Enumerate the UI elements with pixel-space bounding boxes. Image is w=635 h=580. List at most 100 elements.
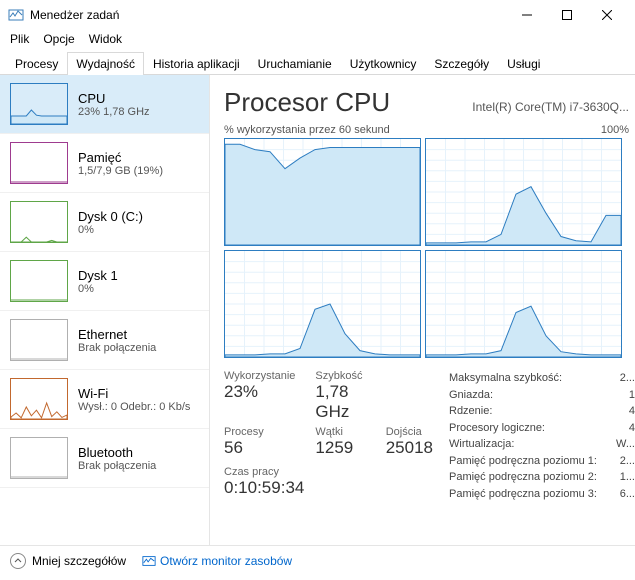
stat-row: Gniazda: 1 bbox=[449, 387, 635, 404]
stat-val: 4 bbox=[629, 420, 635, 437]
sidebar-item-title: Dysk 1 bbox=[78, 268, 118, 283]
sidebar-item-pami-[interactable]: Pamięć1,5/7,9 GB (19%) bbox=[0, 134, 209, 193]
threads-value: 1259 bbox=[315, 438, 365, 458]
maximize-button[interactable] bbox=[547, 1, 587, 29]
sidebar-thumb bbox=[10, 83, 68, 125]
tab-procesy[interactable]: Procesy bbox=[6, 52, 67, 75]
menu-options[interactable]: Opcje bbox=[43, 32, 74, 46]
titlebar: Menedżer zadań bbox=[0, 0, 635, 30]
stat-row: Rdzenie: 4 bbox=[449, 403, 635, 420]
sidebar-item-title: Ethernet bbox=[78, 327, 156, 342]
stat-key: Wirtualizacja: bbox=[449, 436, 514, 453]
sidebar: CPU23% 1,78 GHzPamięć1,5/7,9 GB (19%)Dys… bbox=[0, 75, 210, 545]
sidebar-item-title: Dysk 0 (C:) bbox=[78, 209, 143, 224]
speed-label: Szybkość bbox=[315, 370, 365, 382]
stat-key: Procesory logiczne: bbox=[449, 420, 545, 437]
sidebar-thumb bbox=[10, 437, 68, 479]
chart-caption: % wykorzystania przez 60 sekund bbox=[224, 124, 390, 136]
main-panel: Procesor CPU Intel(R) Core(TM) i7-3630Q.… bbox=[210, 75, 635, 545]
chart-max-label: 100% bbox=[601, 124, 629, 136]
stat-key: Pamięć podręczna poziomu 2: bbox=[449, 469, 597, 486]
resource-monitor-link[interactable]: Otwórz monitor zasobów bbox=[142, 554, 292, 568]
sidebar-thumb bbox=[10, 142, 68, 184]
fewer-details-button[interactable]: Mniej szczegółów bbox=[10, 553, 126, 569]
tab-historia-aplikacji[interactable]: Historia aplikacji bbox=[144, 52, 249, 75]
uptime-value: 0:10:59:34 bbox=[224, 478, 433, 498]
stat-key: Rdzenie: bbox=[449, 403, 492, 420]
tab-usługi[interactable]: Usługi bbox=[498, 52, 549, 75]
menu-view[interactable]: Widok bbox=[89, 32, 122, 46]
stat-key: Gniazda: bbox=[449, 387, 493, 404]
minimize-button[interactable] bbox=[507, 1, 547, 29]
threads-label: Wątki bbox=[315, 426, 365, 438]
sidebar-item-sub: Brak połączenia bbox=[78, 342, 156, 354]
stat-key: Pamięć podręczna poziomu 1: bbox=[449, 453, 597, 470]
sidebar-item-title: CPU bbox=[78, 91, 150, 106]
tabs: ProcesyWydajnośćHistoria aplikacjiUrucha… bbox=[0, 52, 635, 75]
stat-val: 4 bbox=[629, 403, 635, 420]
cpu-core-chart-1 bbox=[425, 138, 622, 246]
stat-val: 2... bbox=[620, 453, 635, 470]
stat-val: W... bbox=[616, 436, 635, 453]
processes-value: 56 bbox=[224, 438, 295, 458]
sidebar-item-sub: 0% bbox=[78, 224, 143, 236]
stats-right: Maksymalna szybkość:2...Gniazda:1Rdzenie… bbox=[449, 370, 635, 502]
menubar: Plik Opcje Widok bbox=[0, 30, 635, 52]
handles-label: Dojścia bbox=[386, 426, 433, 438]
footer: Mniej szczegółów Otwórz monitor zasobów bbox=[0, 545, 635, 575]
sidebar-item-sub: Wysł.: 0 Odebr.: 0 Kb/s bbox=[78, 401, 190, 413]
sidebar-item-bluetooth[interactable]: BluetoothBrak połączenia bbox=[0, 429, 209, 488]
stat-row: Pamięć podręczna poziomu 2: 1... bbox=[449, 469, 635, 486]
stat-row: Pamięć podręczna poziomu 3:6... bbox=[449, 486, 635, 503]
resmon-icon bbox=[142, 554, 156, 568]
window-controls bbox=[507, 1, 627, 29]
chevron-up-icon bbox=[10, 553, 26, 569]
sidebar-thumb bbox=[10, 378, 68, 420]
stat-row: Wirtualizacja: W... bbox=[449, 436, 635, 453]
main-title: Procesor CPU bbox=[224, 87, 390, 118]
tab-szczegóły[interactable]: Szczegóły bbox=[425, 52, 498, 75]
resmon-label: Otwórz monitor zasobów bbox=[160, 554, 292, 568]
sidebar-item-cpu[interactable]: CPU23% 1,78 GHz bbox=[0, 75, 209, 134]
menu-file[interactable]: Plik bbox=[10, 32, 29, 46]
sidebar-item-ethernet[interactable]: EthernetBrak połączenia bbox=[0, 311, 209, 370]
sidebar-item-dysk-1[interactable]: Dysk 10% bbox=[0, 252, 209, 311]
stat-key: Pamięć podręczna poziomu 3: bbox=[449, 486, 597, 503]
window-title: Menedżer zadań bbox=[30, 8, 507, 22]
cpu-core-chart-3 bbox=[425, 250, 622, 358]
handles-value: 25018 bbox=[386, 438, 433, 458]
sidebar-item-wi-fi[interactable]: Wi-FiWysł.: 0 Odebr.: 0 Kb/s bbox=[0, 370, 209, 429]
sidebar-item-title: Bluetooth bbox=[78, 445, 156, 460]
sidebar-item-dysk-0-c-[interactable]: Dysk 0 (C:)0% bbox=[0, 193, 209, 252]
cpu-model: Intel(R) Core(TM) i7-3630Q... bbox=[472, 100, 629, 114]
sidebar-item-sub: 23% 1,78 GHz bbox=[78, 106, 150, 118]
cpu-charts-grid[interactable] bbox=[224, 138, 622, 358]
sidebar-thumb bbox=[10, 201, 68, 243]
stat-val: 1 bbox=[629, 387, 635, 404]
app-icon bbox=[8, 7, 24, 23]
stat-row: Pamięć podręczna poziomu 1: 2... bbox=[449, 453, 635, 470]
sidebar-item-title: Pamięć bbox=[78, 150, 163, 165]
stat-row: Maksymalna szybkość: 2... bbox=[449, 370, 635, 387]
util-value: 23% bbox=[224, 382, 295, 402]
sidebar-item-sub: 0% bbox=[78, 283, 118, 295]
stat-key: Maksymalna szybkość: bbox=[449, 370, 562, 387]
tab-wydajność[interactable]: Wydajność bbox=[67, 52, 144, 75]
sidebar-item-sub: Brak połączenia bbox=[78, 460, 156, 472]
stat-val: 2... bbox=[620, 370, 635, 387]
cpu-core-chart-0 bbox=[224, 138, 421, 246]
tab-uruchamianie[interactable]: Uruchamianie bbox=[249, 52, 341, 75]
close-button[interactable] bbox=[587, 1, 627, 29]
stats-left: Wykorzystanie 23% Szybkość 1,78 GHz Proc… bbox=[224, 370, 433, 458]
processes-label: Procesy bbox=[224, 426, 295, 438]
sidebar-thumb bbox=[10, 260, 68, 302]
stat-row: Procesory logiczne: 4 bbox=[449, 420, 635, 437]
speed-value: 1,78 GHz bbox=[315, 382, 365, 422]
sidebar-item-sub: 1,5/7,9 GB (19%) bbox=[78, 165, 163, 177]
sidebar-thumb bbox=[10, 319, 68, 361]
util-label: Wykorzystanie bbox=[224, 370, 295, 382]
fewer-details-label: Mniej szczegółów bbox=[32, 554, 126, 568]
sidebar-item-title: Wi-Fi bbox=[78, 386, 190, 401]
stat-val: 1... bbox=[620, 469, 635, 486]
tab-użytkownicy[interactable]: Użytkownicy bbox=[341, 52, 426, 75]
